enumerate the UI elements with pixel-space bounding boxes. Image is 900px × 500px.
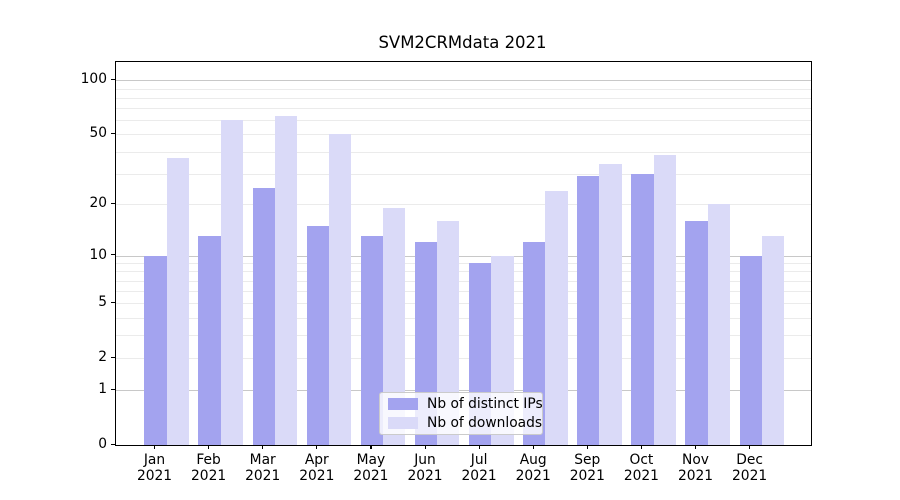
x-tick-label-apr: Apr 2021 xyxy=(299,452,335,484)
bar-jan-distinct-ips xyxy=(144,255,167,445)
gridline-10 xyxy=(116,255,811,257)
x-tick-label-mar: Mar 2021 xyxy=(245,452,281,484)
bar-nov-distinct-ips xyxy=(685,221,708,445)
gridline-3 xyxy=(116,335,811,337)
y-tick-mark xyxy=(111,254,115,256)
x-tick-label-sep: Sep 2021 xyxy=(569,452,605,484)
gridline-5 xyxy=(116,303,811,305)
bar-sep-downloads xyxy=(599,164,622,445)
y-tick-label-5: 5 xyxy=(98,294,107,311)
x-tick-label-may: May 2021 xyxy=(353,452,389,484)
x-tick-label-jun: Jun 2021 xyxy=(407,452,443,484)
gridline-40 xyxy=(116,151,811,153)
bar-feb-downloads xyxy=(220,120,244,445)
x-tick-label-dec: Dec 2021 xyxy=(732,452,768,484)
y-tick-label-2: 2 xyxy=(98,349,107,366)
bar-dec-downloads xyxy=(761,236,785,445)
x-tick-label-feb: Feb 2021 xyxy=(191,452,227,484)
x-tick-mark xyxy=(749,445,751,449)
bar-jun-downloads xyxy=(437,221,460,445)
y-tick-mark xyxy=(111,356,115,358)
legend-row: Nb of distinct IPs xyxy=(388,395,543,414)
y-tick-mark xyxy=(111,202,115,205)
y-tick-mark xyxy=(111,301,115,304)
gridline-9 xyxy=(116,263,811,264)
x-tick-label-aug: Aug 2021 xyxy=(515,452,551,484)
gridline-60 xyxy=(116,120,811,122)
x-tick-mark xyxy=(208,445,210,449)
legend-swatch-distinct-ips xyxy=(388,398,418,411)
bar-aug-downloads xyxy=(545,190,568,445)
bar-feb-distinct-ips xyxy=(198,236,221,445)
x-tick-mark xyxy=(695,445,697,449)
gridline-2 xyxy=(116,358,811,360)
bar-apr-distinct-ips xyxy=(306,225,329,445)
gridline-80 xyxy=(116,97,811,99)
bar-jan-downloads xyxy=(166,157,189,445)
gridline-30 xyxy=(116,173,811,175)
gridline-1 xyxy=(116,390,811,392)
y-tick-label-0: 0 xyxy=(98,436,107,452)
gridline-7 xyxy=(116,280,811,282)
legend: Nb of distinct IPs Nb of downloads xyxy=(379,392,543,435)
x-tick-label-oct: Oct 2021 xyxy=(623,452,659,484)
legend-row: Nb of downloads xyxy=(388,414,542,433)
bar-nov-downloads xyxy=(707,204,730,445)
gridline-8 xyxy=(116,271,811,273)
bar-may-downloads xyxy=(383,208,406,445)
x-tick-label-nov: Nov 2021 xyxy=(677,452,714,484)
legend-label-distinct-ips: Nb of distinct IPs xyxy=(427,396,543,413)
y-tick-label-10: 10 xyxy=(89,246,107,263)
bar-oct-downloads xyxy=(653,155,676,445)
bar-dec-distinct-ips xyxy=(739,255,762,445)
legend-label-downloads: Nb of downloads xyxy=(427,414,543,431)
bar-sep-distinct-ips xyxy=(577,176,600,445)
gridline-50 xyxy=(116,134,811,136)
y-tick-label-1: 1 xyxy=(98,381,107,398)
plot-area xyxy=(115,61,812,446)
x-tick-mark xyxy=(586,445,588,449)
x-tick-mark xyxy=(262,445,264,449)
y-tick-label-50: 50 xyxy=(89,125,107,142)
gridline-70 xyxy=(116,108,811,110)
legend-swatch-downloads xyxy=(388,416,418,429)
y-tick-mark xyxy=(111,388,115,390)
x-tick-mark xyxy=(370,445,372,449)
x-tick-mark xyxy=(532,445,534,449)
y-tick-label-100: 100 xyxy=(80,71,107,88)
gridline-100 xyxy=(116,80,811,82)
y-tick-mark xyxy=(111,78,115,80)
bar-oct-distinct-ips xyxy=(631,173,654,445)
bar-mar-downloads xyxy=(274,116,298,445)
x-tick-mark xyxy=(424,445,426,449)
x-tick-mark xyxy=(154,445,156,449)
x-tick-label-jul: Jul 2021 xyxy=(461,452,497,484)
gridline-90 xyxy=(116,88,811,90)
y-tick-mark xyxy=(111,443,115,445)
y-tick-label-20: 20 xyxy=(89,195,107,212)
x-tick-mark xyxy=(478,445,480,449)
x-tick-mark xyxy=(640,445,643,449)
gridline-4 xyxy=(116,317,811,319)
bar-apr-downloads xyxy=(329,134,352,445)
x-tick-mark xyxy=(316,445,318,449)
bar-may-distinct-ips xyxy=(360,236,384,445)
x-tick-label-jan: Jan 2021 xyxy=(136,452,173,484)
gridline-6 xyxy=(116,291,811,293)
bar-mar-distinct-ips xyxy=(252,187,275,445)
gridline-20 xyxy=(116,204,811,206)
y-tick-mark xyxy=(111,132,115,134)
chart-title: SVM2CRMdata 2021 xyxy=(378,33,547,52)
